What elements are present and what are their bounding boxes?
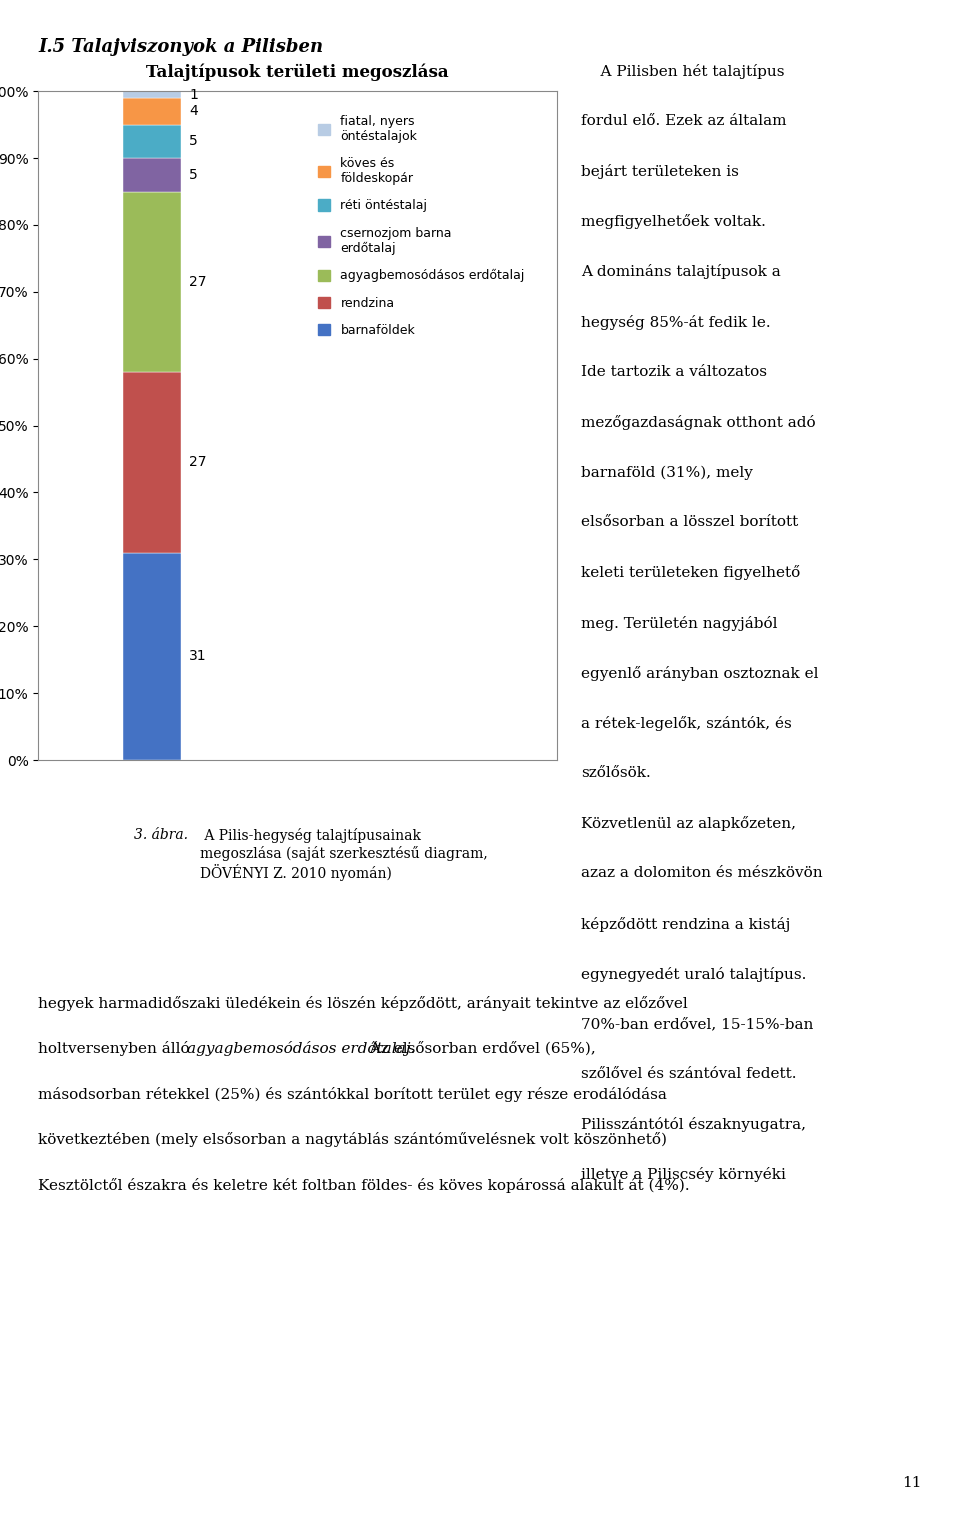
Text: azaz a dolomiton és mészkövön: azaz a dolomiton és mészkövön (581, 866, 823, 880)
Text: egyenlő arányban osztoznak el: egyenlő arányban osztoznak el (581, 666, 818, 681)
Text: másodsorban rétekkel (25%) és szántókkal borított terület egy része erodálódása: másodsorban rétekkel (25%) és szántókkal… (38, 1087, 667, 1102)
Text: Közvetlenül az alapkőzeten,: Közvetlenül az alapkőzeten, (581, 816, 796, 831)
Text: 3. ábra.: 3. ábra. (134, 828, 188, 842)
Text: meg. Területén nagyjából: meg. Területén nagyjából (581, 616, 778, 631)
Text: fordul elő. Ezek az általam: fordul elő. Ezek az általam (581, 114, 786, 128)
Text: 70%-ban erdővel, 15-15%-ban: 70%-ban erdővel, 15-15%-ban (581, 1017, 813, 1031)
Text: I.5 Talajviszonyok a Pilisben: I.5 Talajviszonyok a Pilisben (38, 38, 324, 56)
Text: agyagbemosódásos erdőtalaj.: agyagbemosódásos erdőtalaj. (187, 1041, 416, 1056)
Text: mezőgazdaságnak otthont adó: mezőgazdaságnak otthont adó (581, 415, 815, 430)
Title: Talajtípusok területi megoszlása: Talajtípusok területi megoszlása (146, 64, 449, 81)
Text: keleti területeken figyelhető: keleti területeken figyelhető (581, 565, 800, 581)
Text: Pilisszántótól északnyugatra,: Pilisszántótól északnyugatra, (581, 1117, 805, 1132)
Bar (123, 372, 180, 553)
Bar (123, 553, 180, 760)
Text: barnaföld (31%), mely: barnaföld (31%), mely (581, 465, 753, 479)
Text: 1: 1 (189, 88, 198, 102)
Legend: fiatal, nyers
öntéstalajok, köves és
földeskopár, réti öntéstalaj, csernozjom ba: fiatal, nyers öntéstalajok, köves és föl… (314, 111, 529, 340)
Text: elsősorban a lösszel borított: elsősorban a lösszel borított (581, 515, 798, 529)
Text: 11: 11 (902, 1476, 922, 1490)
Bar (123, 158, 180, 192)
Text: Ide tartozik a változatos: Ide tartozik a változatos (581, 365, 767, 378)
Text: szőlősök.: szőlősök. (581, 766, 651, 780)
Text: bejárt területeken is: bejárt területeken is (581, 164, 738, 179)
Text: A domináns talajtípusok a: A domináns talajtípusok a (581, 264, 780, 280)
Text: Kesztölctől északra és keletre két foltban földes- és köves kopárossá alakult át: Kesztölctől északra és keletre két foltb… (38, 1178, 690, 1193)
Text: illetve a Piliscséy környéki: illetve a Piliscséy környéki (581, 1167, 785, 1183)
Text: következtében (mely elsősorban a nagytáblás szántóművelésnek volt köszönhető): következtében (mely elsősorban a nagytáb… (38, 1132, 667, 1148)
Bar (123, 192, 180, 372)
Text: holtversenyben álló: holtversenyben álló (38, 1041, 195, 1056)
Text: 5: 5 (189, 167, 198, 182)
Text: hegység 85%-át fedik le.: hegység 85%-át fedik le. (581, 315, 771, 330)
Text: A Pilisben hét talajtípus: A Pilisben hét talajtípus (581, 64, 784, 79)
Bar (123, 91, 180, 97)
Text: 4: 4 (189, 105, 198, 119)
Bar (123, 97, 180, 125)
Text: megfigyelhetőek voltak.: megfigyelhetőek voltak. (581, 214, 766, 230)
Text: hegyek harmadidőszaki üledékein és löszén képződött, arányait tekintve az előzőv: hegyek harmadidőszaki üledékein és löszé… (38, 996, 688, 1011)
Bar (123, 125, 180, 158)
Text: szőlővel és szántóval fedett.: szőlővel és szántóval fedett. (581, 1067, 796, 1081)
Text: 31: 31 (189, 649, 206, 663)
Text: 5: 5 (189, 134, 198, 149)
Text: a rétek-legelők, szántók, és: a rétek-legelők, szántók, és (581, 716, 792, 731)
Text: Az elsősorban erdővel (65%),: Az elsősorban erdővel (65%), (365, 1041, 595, 1055)
Text: egynegyedét uraló talajtípus.: egynegyedét uraló talajtípus. (581, 967, 806, 982)
Text: 27: 27 (189, 275, 206, 289)
Text: képződött rendzina a kistáj: képződött rendzina a kistáj (581, 917, 790, 932)
Text: A Pilis-hegység talajtípusainak
megoszlása (saját szerkesztésű diagram,
DÖVÉNYI : A Pilis-hegység talajtípusainak megoszlá… (200, 828, 488, 880)
Text: 27: 27 (189, 456, 206, 470)
